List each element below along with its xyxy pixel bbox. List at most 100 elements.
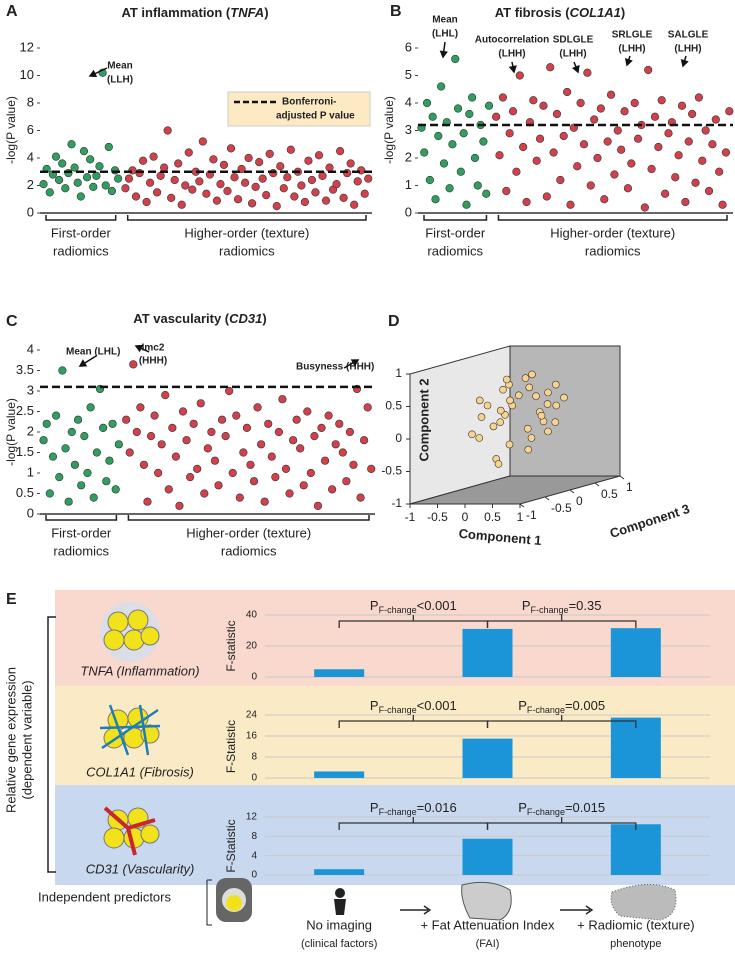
data-point <box>363 403 372 412</box>
comparison-label: PF-change<0.001 <box>370 598 457 615</box>
annotation: Busyness (HHH) <box>296 362 374 373</box>
data-point <box>508 107 518 116</box>
data-point <box>281 464 291 474</box>
bar <box>462 628 513 677</box>
y-tick-label: 6 <box>27 122 34 137</box>
y-tick-label: 2.5 <box>16 403 34 418</box>
data-point <box>54 175 64 185</box>
data-point <box>527 434 536 442</box>
bar <box>610 628 661 677</box>
data-point <box>360 436 369 445</box>
data-point <box>175 501 184 510</box>
data-point <box>484 101 494 110</box>
annotation: (HHH) <box>139 356 167 367</box>
data-point <box>265 149 274 158</box>
data-point <box>244 153 253 163</box>
data-point <box>539 101 548 110</box>
x-tick-label: -0.5 <box>427 510 448 524</box>
data-point <box>603 137 612 146</box>
group-label: First-order <box>51 225 112 240</box>
data-point <box>182 436 191 445</box>
p-value: =0.015 <box>565 800 605 815</box>
data-point <box>114 440 123 449</box>
data-point <box>249 477 259 486</box>
comparison-label: PF-change=0.016 <box>370 800 457 817</box>
data-point <box>285 489 294 498</box>
side-label: Relative gene expression <box>3 667 18 813</box>
data-point <box>542 192 551 201</box>
y-tick-label: 0 <box>27 204 34 219</box>
z-tick-label: -0.5 <box>551 501 572 515</box>
data-point <box>328 485 337 494</box>
data-point <box>186 473 195 482</box>
data-point <box>101 181 110 190</box>
data-point <box>272 202 281 211</box>
comparison-label: PF-change=0.015 <box>518 800 605 817</box>
data-point <box>650 112 660 121</box>
x-tick-label: + Radiomic (texture) <box>577 917 694 932</box>
data-point <box>136 403 145 412</box>
data-point <box>80 432 89 441</box>
data-point <box>718 200 727 209</box>
data-point <box>537 411 546 420</box>
data-point <box>235 493 244 502</box>
data-point <box>515 71 524 80</box>
annotation: (LHH) <box>618 44 645 55</box>
annotation-arrow <box>134 344 150 353</box>
data-point <box>661 189 670 198</box>
annotation: SDLGLE <box>553 35 594 46</box>
y-axis-label: Component 2 <box>416 378 431 461</box>
data-point <box>551 380 560 389</box>
data-point <box>146 432 156 441</box>
data-point <box>356 493 365 502</box>
y-tick-label: 3.5 <box>16 362 34 377</box>
data-point <box>86 403 95 412</box>
chart-title-part: COL1A1 <box>570 5 621 20</box>
chart-title: AT inflammation (TNFA) <box>121 5 268 20</box>
data-point <box>563 87 572 97</box>
group-bracket <box>127 515 370 521</box>
data-point <box>342 477 351 486</box>
data-point <box>51 152 61 161</box>
data-point <box>332 180 341 189</box>
data-point <box>338 448 347 457</box>
data-point <box>317 423 326 433</box>
data-point <box>174 159 183 168</box>
data-point <box>498 93 507 102</box>
data-point <box>525 383 534 392</box>
data-point <box>102 477 111 486</box>
data-point <box>523 424 532 433</box>
data-point <box>110 166 120 175</box>
data-point <box>150 411 159 420</box>
data-point <box>276 162 285 171</box>
group-label: First-order <box>425 225 486 240</box>
data-point <box>177 200 186 209</box>
data-point <box>303 407 312 416</box>
data-point <box>135 169 144 178</box>
data-point <box>198 137 207 146</box>
data-point <box>92 448 101 457</box>
data-point <box>439 159 449 168</box>
data-point <box>225 386 234 396</box>
data-point <box>193 464 202 474</box>
y-axis-label: F-Statistic <box>224 720 238 773</box>
bracket <box>47 616 56 873</box>
data-point <box>128 166 137 175</box>
annotation: Mean <box>432 15 458 26</box>
annotation: (LHH) <box>674 44 701 55</box>
data-point <box>528 370 536 379</box>
data-point <box>299 481 308 490</box>
data-point <box>223 186 232 196</box>
data-point <box>431 195 440 204</box>
data-point <box>521 374 530 382</box>
data-point <box>108 419 117 428</box>
x-tick-label: phenotype <box>610 938 661 950</box>
data-point <box>647 164 656 174</box>
data-point <box>560 393 568 402</box>
x-tick-label: -1 <box>405 510 416 524</box>
y-tick-label: 0 <box>251 870 257 881</box>
data-point <box>353 177 362 186</box>
data-point <box>99 423 108 433</box>
data-point <box>219 160 229 169</box>
